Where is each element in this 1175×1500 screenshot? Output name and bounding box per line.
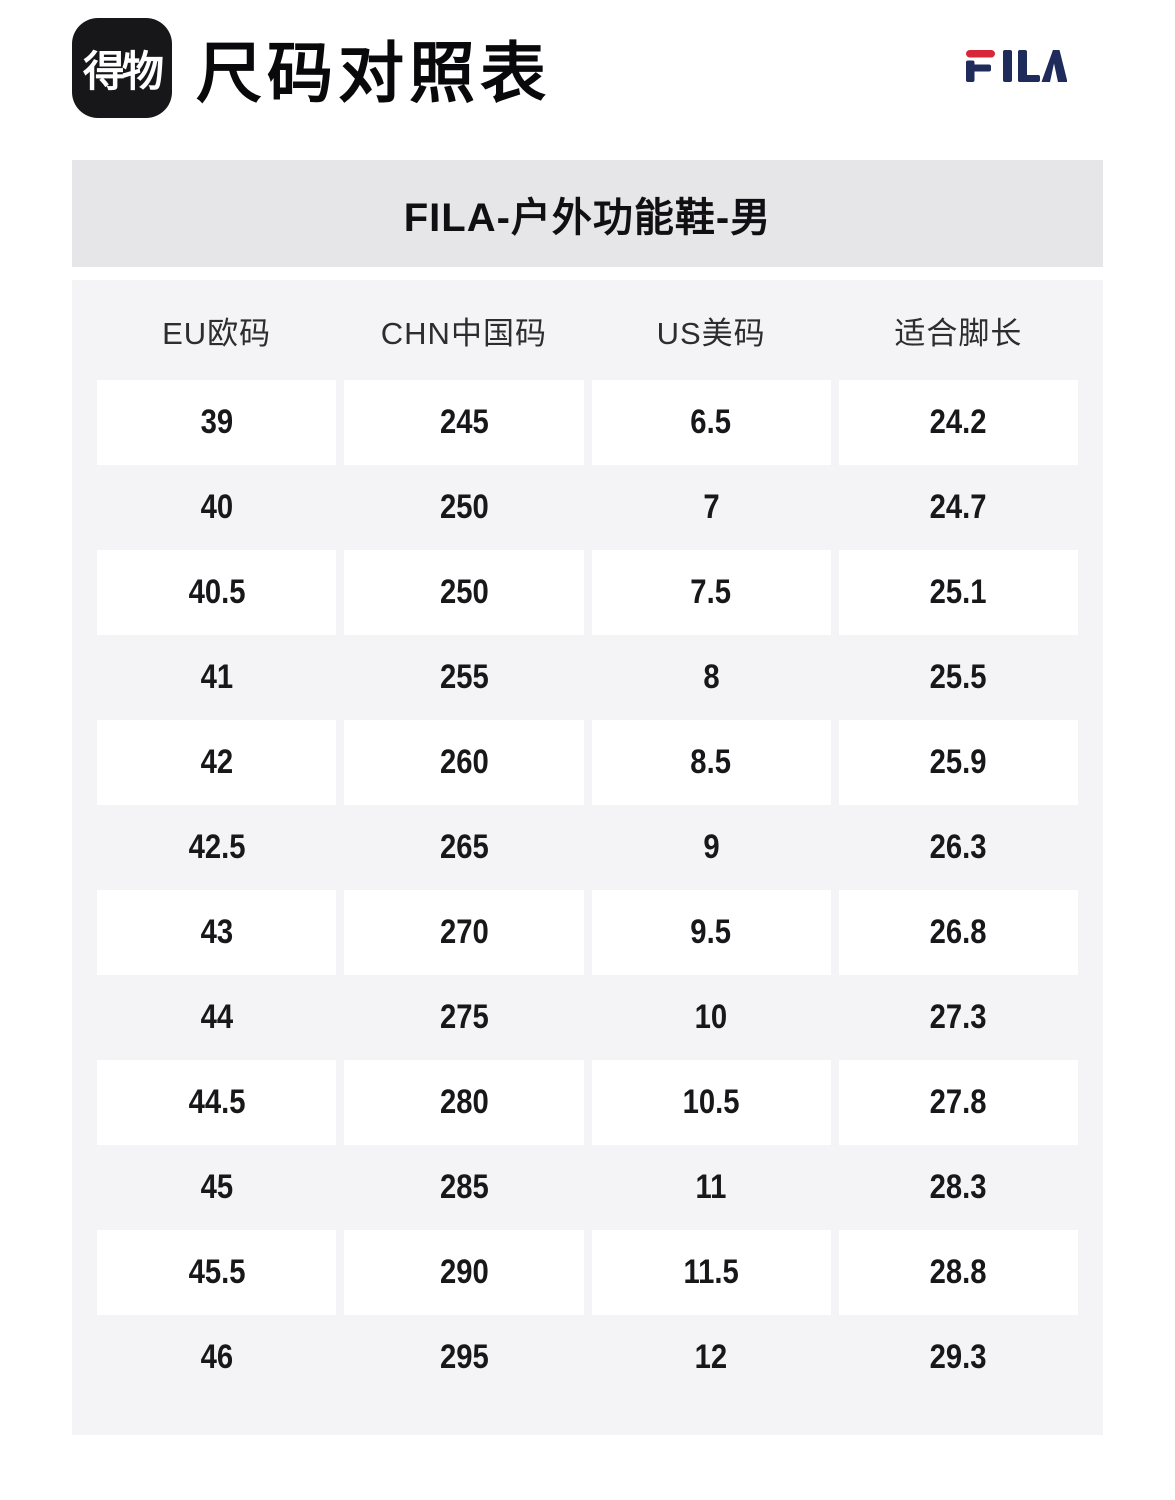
table-cell: 45 <box>200 1168 233 1206</box>
table-row: 41 255 8 25.5 <box>72 635 1103 720</box>
table-cell: 44.5 <box>97 1060 337 1145</box>
table-cell: 10 <box>694 998 728 1036</box>
table-cell: 260 <box>344 720 584 805</box>
table-cell: 40 <box>200 488 233 526</box>
table-cell: 285 <box>439 1168 489 1206</box>
table-cell: 25.1 <box>838 550 1078 635</box>
table-row: 46 295 12 29.3 <box>72 1315 1103 1400</box>
table-cell: 42.5 <box>188 828 246 866</box>
column-header-chn: CHN中国码 <box>380 315 547 351</box>
table-cell: 270 <box>344 890 584 975</box>
table-row: 45.5 290 11.5 28.8 <box>72 1230 1103 1315</box>
table-cell: 7 <box>702 488 720 526</box>
table-cell: 39 <box>97 380 337 465</box>
table-row: 42 260 8.5 25.9 <box>72 720 1103 805</box>
table-cell: 265 <box>439 828 489 866</box>
table-cell: 11.5 <box>591 1230 831 1315</box>
table-cell: 28.8 <box>838 1230 1078 1315</box>
dewu-app-logo-icon: 得物 <box>72 18 172 118</box>
product-title-bar: FILA-户外功能鞋-男 <box>72 160 1103 267</box>
table-cell: 11 <box>695 1168 727 1206</box>
table-cell: 26.3 <box>929 828 987 866</box>
table-row: 42.5 265 9 26.3 <box>72 805 1103 890</box>
table-cell: 42 <box>97 720 337 805</box>
table-cell: 24.7 <box>929 488 987 526</box>
table-cell: 45.5 <box>97 1230 337 1315</box>
table-cell: 46 <box>200 1338 233 1376</box>
table-cell: 25.5 <box>929 658 987 696</box>
table-cell: 43 <box>97 890 337 975</box>
table-cell: 28.3 <box>929 1168 987 1206</box>
table-row: 39 245 6.5 24.2 <box>72 380 1103 465</box>
table-cell: 12 <box>694 1338 728 1376</box>
page-title: 尺码对照表 <box>196 36 551 110</box>
table-cell: 27.3 <box>929 998 987 1036</box>
table-cell: 24.2 <box>838 380 1078 465</box>
table-cell: 9.5 <box>591 890 831 975</box>
table-cell: 10.5 <box>591 1060 831 1145</box>
table-cell: 44 <box>200 998 233 1036</box>
table-cell: 275 <box>439 998 489 1036</box>
table-cell: 250 <box>344 550 584 635</box>
dewu-logo-text: 得物 <box>82 47 164 95</box>
fila-brand-logo-icon <box>966 50 1067 82</box>
table-cell: 290 <box>344 1230 584 1315</box>
table-cell: 245 <box>344 380 584 465</box>
table-row: 40 250 7 24.7 <box>72 465 1103 550</box>
column-header-footlength: 适合脚长 <box>894 315 1023 351</box>
table-cell: 295 <box>439 1338 489 1376</box>
table-cell: 280 <box>344 1060 584 1145</box>
table-cell: 8.5 <box>591 720 831 805</box>
table-cell: 25.9 <box>838 720 1078 805</box>
product-name: FILA-户外功能鞋-男 <box>403 195 772 240</box>
table-cell: 9 <box>702 828 720 866</box>
column-header-eu: EU欧码 <box>162 315 272 351</box>
table-row: 45 285 11 28.3 <box>72 1145 1103 1230</box>
table-cell: 6.5 <box>591 380 831 465</box>
table-row: 40.5 250 7.5 25.1 <box>72 550 1103 635</box>
size-chart-panel: EU欧码 CHN中国码 US美码 适合脚长 39 245 6.5 24.2 40… <box>72 280 1103 1435</box>
table-row: 44.5 280 10.5 27.8 <box>72 1060 1103 1145</box>
table-cell: 29.3 <box>929 1338 987 1376</box>
column-header-row: EU欧码 CHN中国码 US美码 适合脚长 <box>72 280 1103 380</box>
table-cell: 250 <box>439 488 489 526</box>
table-cell: 41 <box>200 658 233 696</box>
column-header-us: US美码 <box>656 315 766 351</box>
table-cell: 26.8 <box>838 890 1078 975</box>
table-cell: 7.5 <box>591 550 831 635</box>
table-row: 44 275 10 27.3 <box>72 975 1103 1060</box>
table-cell: 8 <box>702 658 720 696</box>
table-row: 43 270 9.5 26.8 <box>72 890 1103 975</box>
page-header: 得物 尺码对照表 <box>0 0 1175 160</box>
table-cell: 27.8 <box>838 1060 1078 1145</box>
table-cell: 255 <box>439 658 489 696</box>
table-cell: 40.5 <box>97 550 337 635</box>
